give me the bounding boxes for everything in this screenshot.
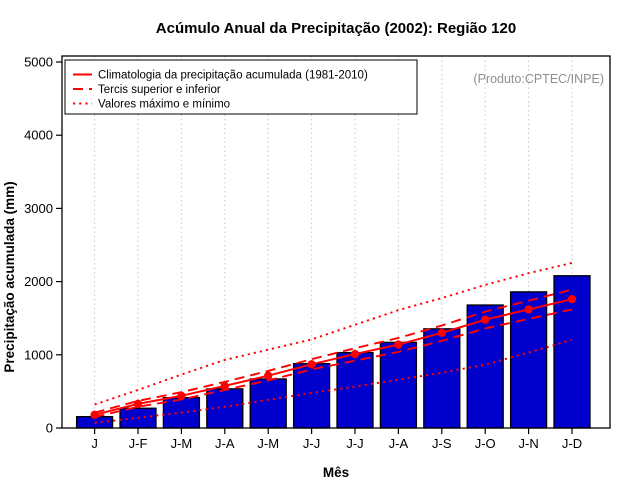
x-tick-label: J-N <box>518 436 538 451</box>
bar-J-A <box>379 341 418 429</box>
line-climatologia <box>94 298 573 416</box>
y-tick-label: 1000 <box>24 347 53 362</box>
y-tick-label: 3000 <box>24 201 53 216</box>
y-axis-title: Precipitação acumulada (mm) <box>2 181 17 372</box>
x-tick-label: J-F <box>129 436 148 451</box>
point-climatologia-J-J <box>307 360 316 369</box>
x-tick-label: J-M <box>171 436 193 451</box>
point-climatologia-J-N <box>524 305 533 314</box>
bar-J-M <box>249 378 287 429</box>
legend-label: Climatologia da precipitação acumulada (… <box>98 70 368 82</box>
plot-frame <box>61 55 611 429</box>
x-tick-label: J-A <box>215 436 235 451</box>
line-tercil-inferior <box>94 308 573 418</box>
point-climatologia-J-O <box>481 315 490 324</box>
bar-J-J <box>336 351 374 429</box>
line-maximo <box>94 262 573 406</box>
x-tick-label: J-J <box>346 436 363 451</box>
point-climatologia-J-F <box>133 399 143 409</box>
y-tick-label: 4000 <box>24 128 53 143</box>
legend-label: Tercis superior e inferior <box>98 84 221 96</box>
y-tick-label: 5000 <box>24 55 53 70</box>
y-tick-label: 0 <box>46 421 53 436</box>
point-climatologia-J-S <box>437 328 446 338</box>
x-tick-label: J <box>91 436 98 451</box>
legend-box <box>64 59 418 115</box>
x-axis-title: Mês <box>323 465 349 480</box>
point-climatologia-J-J <box>350 349 360 359</box>
x-tick-label: J-J <box>303 436 320 451</box>
y-tick-label: 2000 <box>24 274 53 289</box>
point-climatologia-J-M <box>177 391 186 400</box>
line-tercil-superior <box>94 288 573 414</box>
legend: Climatologia da precipitação acumulada (… <box>64 59 418 115</box>
plot-area: 0 1000 2000 3000 4000 5000 J J-F J-M J-A J-M J-J J-J… <box>24 55 611 451</box>
point-climatologia-J-M <box>264 371 273 380</box>
bar-J-N <box>509 291 548 429</box>
x-tick-label: J-S <box>432 436 452 451</box>
product-annotation: (Produto:CPTEC/INPE) <box>473 72 604 86</box>
bar-J-O <box>466 304 504 429</box>
point-climatologia-J-A <box>394 340 403 349</box>
chart-title: Acúmulo Anual da Precipitação (2002): Re… <box>156 20 516 37</box>
legend-label: Valores máximo e mínimo <box>98 99 230 111</box>
point-climatologia-J-A <box>220 381 229 391</box>
x-tick-label: J-M <box>257 436 279 451</box>
x-tick-label: J-A <box>389 436 409 451</box>
x-tick-label: J-D <box>562 436 582 451</box>
point-climatologia-J-D <box>567 294 577 304</box>
x-tick-label: J-O <box>475 436 496 451</box>
